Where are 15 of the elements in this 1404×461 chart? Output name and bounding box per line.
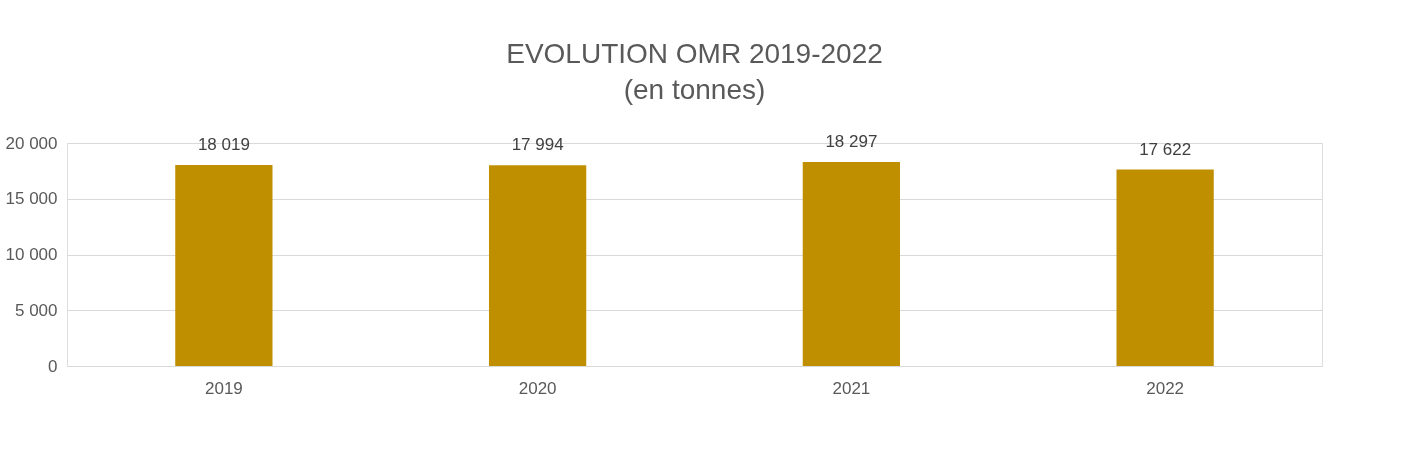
text: 17 994 (511, 135, 564, 155)
text: 18 019 (197, 135, 250, 155)
y-tick-label: 10 000 (5, 245, 58, 264)
x-tick-label: 2021 (832, 378, 871, 398)
y-tick-label: 0 (48, 356, 58, 376)
x-tick-label: 2020 (518, 378, 557, 398)
text: 17 622 (1139, 139, 1192, 159)
x-tick-label: 2022 (1146, 378, 1185, 398)
chart-title: EVOLUTION OMR 2019-2022 (506, 37, 883, 69)
text: 18 297 (825, 131, 878, 151)
x-tick-label: 2019 (204, 378, 243, 398)
y-tick-label: 5 000 (14, 300, 58, 320)
y-tick-label: 15 000 (5, 189, 58, 209)
chart-subtitle: (en tonnes) (623, 73, 766, 105)
y-tick-label: 20 000 (5, 133, 58, 153)
